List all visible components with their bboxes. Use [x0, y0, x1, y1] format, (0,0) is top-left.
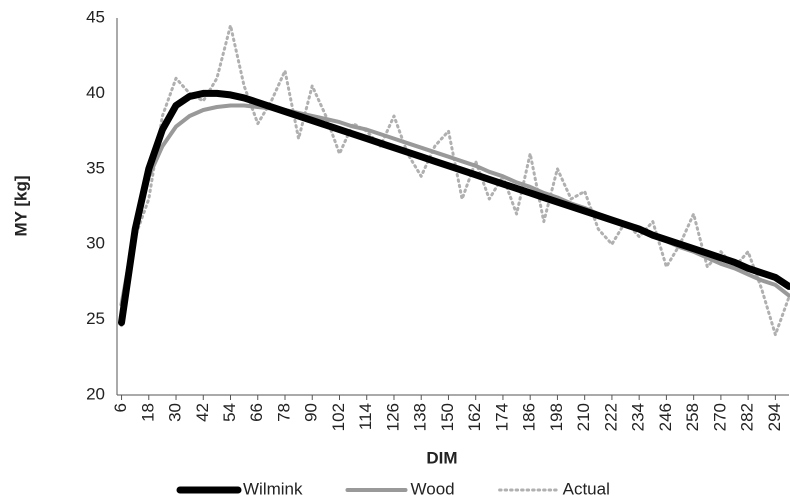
x-tick-label: 174: [492, 403, 511, 431]
legend-label: Wood: [411, 479, 455, 498]
y-tick-label: 45: [86, 7, 105, 26]
x-tick-label: 234: [629, 403, 648, 431]
x-tick-label: 210: [574, 403, 593, 431]
y-axis-title: MY [kg]: [11, 175, 30, 236]
x-tick-label: 138: [411, 403, 430, 431]
legend-label: Wilmink: [243, 479, 303, 498]
x-axis-title: DIM: [426, 448, 457, 467]
x-tick-label: 42: [193, 403, 212, 422]
y-tick-label: 30: [86, 234, 105, 253]
x-tick-label: 294: [765, 403, 784, 431]
x-tick-label: 222: [601, 403, 620, 431]
legend-label: Actual: [563, 479, 610, 498]
x-tick-label: 270: [710, 403, 729, 431]
y-tick-label: 35: [86, 158, 105, 177]
y-tick-label: 20: [86, 384, 105, 403]
x-tick-label: 90: [302, 403, 321, 422]
y-tick-label: 40: [86, 83, 105, 102]
x-tick-label: 162: [465, 403, 484, 431]
x-tick-label: 54: [220, 403, 239, 422]
x-tick-label: 150: [438, 403, 457, 431]
x-tick-label: 30: [166, 403, 185, 422]
x-tick-label: 246: [656, 403, 675, 431]
x-tick-label: 66: [247, 403, 266, 422]
x-tick-label: 18: [138, 403, 157, 422]
x-tick-label: 102: [329, 403, 348, 431]
x-tick-label: 282: [738, 403, 757, 431]
x-tick-label: 126: [383, 403, 402, 431]
series-line: [120, 24, 790, 337]
x-tick-label: 198: [547, 403, 566, 431]
series-line: [119, 103, 790, 307]
x-tick-label: 186: [520, 403, 539, 431]
y-tick-label: 25: [86, 309, 105, 328]
x-tick-label: 114: [356, 403, 375, 430]
series-line: [118, 89, 790, 327]
x-tick-label: 78: [274, 403, 293, 422]
x-tick-label: 258: [683, 403, 702, 431]
x-tick-label: 6: [111, 403, 130, 412]
